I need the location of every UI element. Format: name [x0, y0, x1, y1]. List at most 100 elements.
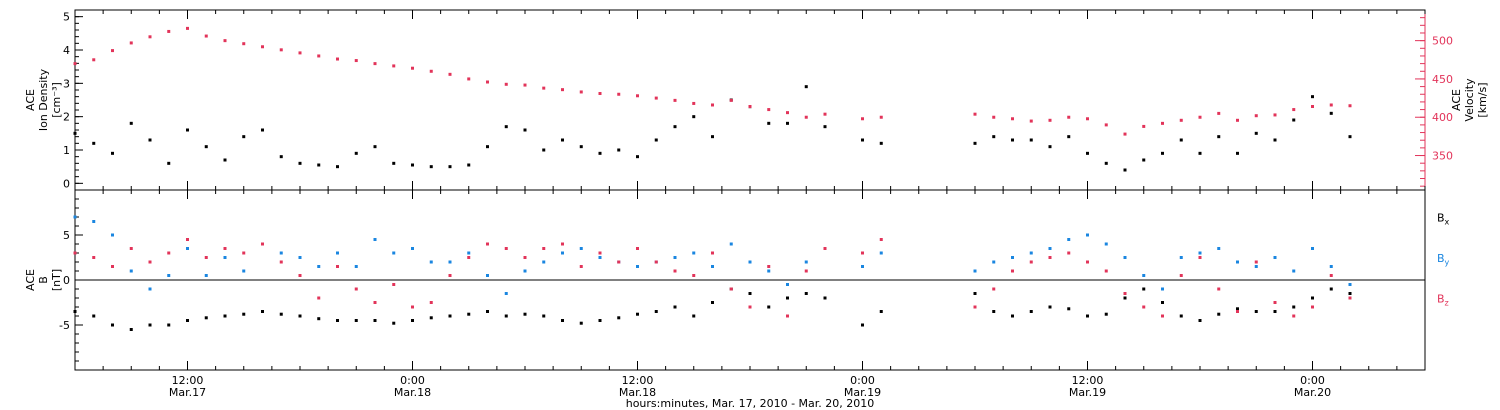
data-point: [711, 251, 714, 255]
data-point: [542, 260, 546, 264]
data-point: [729, 242, 733, 246]
velocity-axis-label: ACE: [1450, 89, 1463, 111]
data-point: [1179, 138, 1183, 142]
data-point: [636, 265, 639, 268]
date-tick-label: Mar.19: [844, 386, 881, 399]
data-point: [1217, 287, 1221, 291]
data-point: [561, 242, 564, 246]
data-point: [804, 292, 808, 295]
data-point: [279, 48, 283, 52]
data-point: [1329, 103, 1333, 107]
data-point: [1086, 260, 1089, 264]
data-point: [1217, 247, 1221, 250]
data-point: [598, 319, 602, 322]
data-point: [261, 242, 264, 246]
data-point: [748, 292, 752, 295]
data-point: [298, 274, 302, 277]
data-point: [523, 269, 527, 273]
data-point: [1011, 117, 1014, 121]
data-point: [673, 98, 677, 102]
data-point: [579, 321, 583, 325]
data-point: [186, 247, 189, 250]
legend-entry: By: [1437, 252, 1450, 267]
data-point: [1179, 314, 1183, 318]
data-point: [1048, 145, 1052, 149]
data-point: [411, 247, 414, 250]
data-point: [1198, 319, 1202, 322]
data-point: [1104, 242, 1108, 246]
data-point: [1142, 124, 1146, 128]
data-point: [1273, 301, 1277, 304]
data-point: [448, 274, 452, 277]
data-point: [1161, 301, 1164, 304]
data-point: [504, 82, 508, 86]
data-point: [429, 69, 433, 73]
data-point: [579, 265, 583, 268]
data-point: [1329, 274, 1333, 277]
data-point: [542, 247, 546, 250]
data-point: [186, 319, 189, 322]
time-tick-label: 0:00: [1300, 374, 1325, 387]
date-tick-label: Mar.17: [169, 386, 206, 399]
legend-entry: Bz: [1437, 293, 1449, 308]
data-point: [692, 314, 696, 318]
data-point: [373, 238, 377, 241]
data-point: [73, 131, 77, 135]
data-point: [1236, 307, 1239, 311]
data-point: [354, 265, 358, 268]
data-point: [804, 269, 808, 273]
data-point: [411, 66, 414, 70]
field-tick-label: -5: [59, 319, 70, 332]
data-point: [1086, 233, 1089, 237]
data-point: [429, 260, 433, 264]
data-point: [1123, 296, 1127, 300]
data-point: [598, 256, 602, 259]
data-point: [1292, 305, 1296, 309]
data-point: [1067, 135, 1071, 139]
data-point: [729, 287, 733, 291]
data-point: [579, 247, 583, 250]
data-point: [1067, 238, 1071, 241]
data-point: [186, 238, 189, 241]
data-point: [467, 163, 471, 167]
data-point: [1123, 168, 1127, 172]
data-point: [111, 49, 114, 53]
data-point: [617, 148, 621, 152]
data-point: [298, 161, 302, 165]
data-point: [1254, 114, 1258, 118]
data-point: [73, 251, 77, 255]
data-point: [504, 247, 508, 250]
data-point: [261, 310, 264, 313]
data-point: [1011, 256, 1014, 259]
data-point: [1348, 292, 1352, 295]
date-tick-label: Mar.18: [394, 386, 431, 399]
data-point: [879, 115, 883, 119]
field-tick-label: 0: [63, 274, 70, 287]
data-point: [1104, 312, 1108, 316]
data-point: [204, 256, 208, 259]
data-point: [1254, 131, 1258, 135]
data-point: [654, 96, 658, 100]
data-point: [242, 42, 246, 46]
data-point: [973, 112, 977, 116]
velocity-tick-label: 500: [1432, 35, 1453, 48]
data-point: [223, 314, 227, 318]
data-point: [1123, 132, 1127, 136]
data-point: [1123, 256, 1127, 259]
data-point: [879, 141, 883, 145]
data-point: [354, 151, 358, 155]
data-point: [1217, 111, 1221, 115]
data-point: [823, 296, 827, 300]
data-point: [561, 138, 564, 142]
data-point: [1198, 115, 1202, 119]
data-point: [542, 314, 546, 318]
data-point: [429, 301, 433, 304]
x-axis-title: hours:minutes, Mar. 17, 2010 - Mar. 20, …: [626, 397, 875, 410]
density-velocity-panel: 0 1 2 3 4 5 350 400 450 500: [63, 9, 1453, 191]
data-point: [692, 274, 696, 277]
data-point: [786, 296, 789, 300]
data-point: [879, 238, 883, 241]
data-point: [148, 260, 152, 264]
data-point: [411, 319, 414, 322]
data-point: [1329, 111, 1333, 115]
